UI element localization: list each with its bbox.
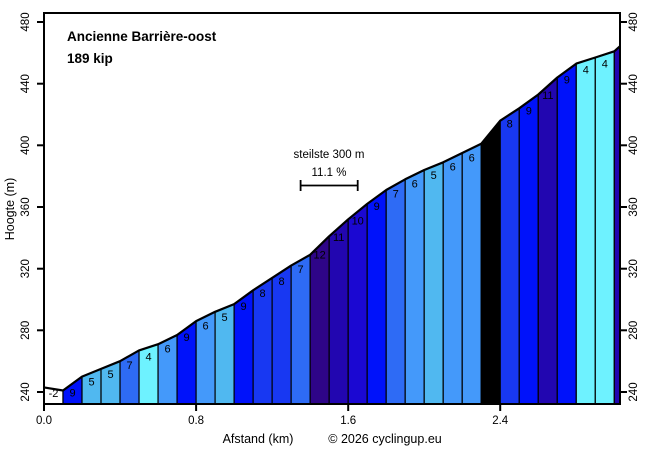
gradient-label: 10 bbox=[352, 216, 364, 228]
gradient-label: 5 bbox=[107, 369, 113, 381]
y-axis-tick-label: 240 bbox=[20, 382, 32, 401]
x-axis-tick-label: 2.4 bbox=[492, 415, 509, 427]
gradient-bar bbox=[404, 169, 425, 405]
gradient-label: 11 bbox=[333, 232, 344, 244]
gradient-label: 5 bbox=[222, 312, 228, 324]
gradient-label: 12 bbox=[313, 250, 325, 262]
x-axis-tick-label: 0.0 bbox=[36, 415, 52, 427]
gradient-label: 8 bbox=[260, 288, 266, 300]
gradient-bar bbox=[385, 178, 406, 405]
y-axis-tick-label: 240 bbox=[628, 382, 640, 401]
gradient-bar bbox=[423, 161, 444, 405]
gradient-label: 6 bbox=[469, 152, 475, 164]
x-axis-tick-label: 1.6 bbox=[340, 415, 356, 427]
gradient-bar bbox=[537, 76, 558, 405]
steepest-annotation-line1: steilste 300 m bbox=[294, 149, 365, 161]
gradient-bar bbox=[366, 188, 387, 405]
axes: 240 240 280 280 320 320 360 360 400 400 440 440 480 4… bbox=[20, 12, 640, 427]
gradient-label: 8 bbox=[279, 276, 285, 288]
y-axis-tick-label: 480 bbox=[20, 12, 32, 31]
y-axis-tick-label: 440 bbox=[628, 74, 640, 93]
elevation-profile-line bbox=[43, 45, 621, 392]
gradient-label: 9 bbox=[241, 301, 247, 313]
copyright: © 2026 cyclingup.eu bbox=[328, 432, 442, 446]
gradient-bar bbox=[518, 93, 539, 405]
gradient-label: 7 bbox=[126, 360, 132, 372]
gradient-label: 9 bbox=[69, 388, 75, 400]
y-axis-tick-label: 440 bbox=[20, 74, 32, 93]
gradient-bar bbox=[499, 107, 520, 405]
y-axis-tick-label: 360 bbox=[628, 197, 640, 216]
gradient-bar bbox=[328, 217, 349, 405]
chart-title: Ancienne Barrière-oost bbox=[67, 29, 217, 44]
gradient-bar bbox=[594, 50, 615, 405]
gradient-bar bbox=[290, 253, 311, 405]
x-axis-label: Afstand (km) bbox=[223, 432, 294, 446]
y-axis-label: Hoogte (m) bbox=[3, 178, 17, 241]
steepest-annotation-line2: 11.1 % bbox=[312, 167, 347, 179]
gradient-label: 5 bbox=[88, 377, 94, 389]
gradient-label: 11 bbox=[542, 90, 553, 102]
y-axis-tick-label: 280 bbox=[20, 321, 32, 340]
y-axis-tick-label: 400 bbox=[20, 136, 32, 155]
gradient-label: 9 bbox=[374, 201, 380, 213]
gradient-label: 5 bbox=[431, 170, 437, 182]
gradient-label: 4 bbox=[146, 351, 152, 363]
y-axis-tick-label: 320 bbox=[20, 259, 32, 278]
gradient-bar bbox=[575, 56, 596, 405]
chart-subtitle: 189 kip bbox=[67, 51, 113, 66]
gradient-bar bbox=[347, 202, 368, 405]
y-axis-tick-label: 320 bbox=[628, 259, 640, 278]
gradient-label: 6 bbox=[412, 179, 418, 191]
gradient-label: 6 bbox=[203, 321, 209, 333]
gradient-label: 9 bbox=[184, 332, 190, 344]
gradient-label: 9 bbox=[526, 105, 532, 117]
gradient-bar bbox=[480, 119, 501, 405]
x-axis-tick-label: 0.8 bbox=[188, 415, 204, 427]
gradient-label: -2 bbox=[49, 388, 59, 400]
gradient-label: 4 bbox=[583, 65, 589, 77]
gradient-bar bbox=[556, 62, 577, 405]
gradient-label: 6 bbox=[165, 344, 171, 356]
steepest-range-bracket bbox=[299, 180, 359, 191]
y-axis-tick-label: 360 bbox=[20, 197, 32, 216]
gradient-labels: -2 9 5 5 7 4 6 9 6 5 9 8 8 7 12 11 10 9 7 6 5 6 6 15 8 9 11 9 4 4 bbox=[49, 58, 608, 400]
y-axis-tick-label: 480 bbox=[628, 12, 640, 31]
gradient-label: 6 bbox=[450, 162, 456, 174]
gradient-bar bbox=[442, 152, 463, 405]
gradient-label: 4 bbox=[602, 58, 608, 70]
y-axis-tick-label: 400 bbox=[628, 136, 640, 155]
gradient-label: 9 bbox=[564, 75, 570, 87]
gradient-label: 8 bbox=[507, 119, 513, 131]
gradient-label: 7 bbox=[393, 189, 399, 201]
gradient-label: 15 bbox=[485, 136, 497, 148]
gradient-bar bbox=[461, 142, 482, 405]
y-axis-tick-label: 280 bbox=[628, 321, 640, 340]
gradient-label: 7 bbox=[298, 264, 304, 276]
plot-border bbox=[43, 12, 621, 405]
